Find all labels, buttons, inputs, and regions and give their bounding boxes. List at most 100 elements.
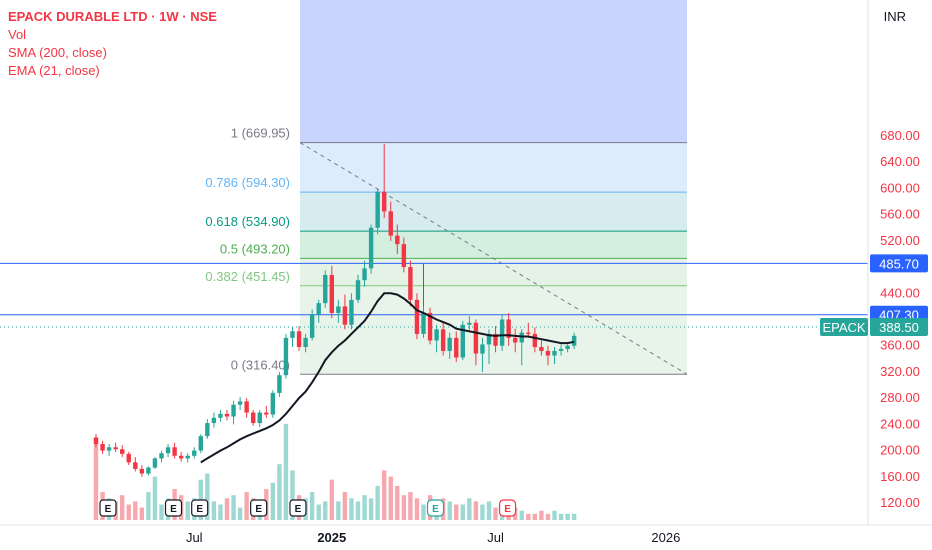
fib-trend-line xyxy=(299,142,688,375)
candle-body xyxy=(218,413,223,418)
fib-level-label: 0.5 (493.20) xyxy=(220,241,290,256)
candle-body xyxy=(526,332,531,334)
currency-label[interactable]: INR xyxy=(883,9,906,24)
earnings-marker[interactable]: E xyxy=(191,499,209,517)
candle-body xyxy=(270,392,276,415)
volume-bar xyxy=(368,498,374,520)
volume-bar xyxy=(388,476,393,520)
candle-body xyxy=(362,268,367,281)
candle-body xyxy=(113,447,118,450)
volume-bar xyxy=(270,482,276,520)
volume-bar xyxy=(532,513,538,520)
earnings-marker-label: E xyxy=(170,504,177,515)
symbol-tag-text: EPACK xyxy=(822,320,865,335)
candle-body xyxy=(192,450,197,456)
candle-body xyxy=(264,412,269,415)
time-tick-label: 2026 xyxy=(651,530,680,545)
candle-body xyxy=(565,345,570,349)
candle-body xyxy=(440,329,446,351)
candle-body xyxy=(100,444,105,451)
candle-body xyxy=(251,412,256,424)
candle-body xyxy=(336,306,341,313)
candle-body xyxy=(467,322,472,325)
price-axis[interactable]: 680.00640.00600.00560.00520.00480.00440.… xyxy=(820,0,932,550)
price-tick-label: 640.00 xyxy=(880,154,920,169)
symbol-title[interactable]: EPACK DURABLE LTD · 1W · NSE xyxy=(8,9,217,24)
indicator-volume[interactable]: Vol xyxy=(8,27,27,42)
candle-body xyxy=(434,329,439,341)
candle-body xyxy=(532,333,538,348)
earnings-marker-label: E xyxy=(255,504,262,515)
volume-bar xyxy=(545,513,551,520)
hline-price-tag-text: 485.70 xyxy=(879,256,919,271)
candle-body xyxy=(165,447,171,454)
earnings-marker[interactable]: E xyxy=(250,499,268,517)
candle-body xyxy=(473,322,479,354)
candle-body xyxy=(237,401,243,405)
candle-body xyxy=(401,244,407,268)
candle-body xyxy=(519,332,524,343)
price-tick-label: 680.00 xyxy=(880,128,920,143)
volume-bar xyxy=(244,492,249,520)
candle-body xyxy=(355,280,361,300)
candle-body xyxy=(447,337,452,351)
volume-bar xyxy=(552,510,557,520)
volume-bar xyxy=(519,510,524,520)
fib-retracement[interactable]: 1 (669.95) 0.786 (594.30) 0.618 (534.90) 0.… xyxy=(205,0,688,375)
candle-body xyxy=(486,333,492,345)
volume-bar xyxy=(454,504,459,520)
volume-bar xyxy=(290,470,295,520)
last-price-tag-text: 388.50 xyxy=(879,320,919,335)
price-tick-label: 520.00 xyxy=(880,233,920,248)
candle-body xyxy=(329,274,334,313)
price-tick-label: 440.00 xyxy=(880,285,920,300)
price-tick-label: 320.00 xyxy=(880,364,920,379)
volume-bar xyxy=(526,513,531,520)
earnings-marker-label: E xyxy=(432,504,439,515)
candle-body xyxy=(506,319,511,338)
fib-top-zone xyxy=(300,0,687,143)
volume-bar xyxy=(139,507,145,520)
hlines xyxy=(0,262,868,328)
earnings-marker-label: E xyxy=(504,504,511,515)
candle-body xyxy=(139,468,145,474)
candle-body xyxy=(342,306,348,325)
volume-bar xyxy=(382,470,387,520)
volume-bar xyxy=(93,439,99,520)
volume-bar xyxy=(211,501,217,520)
candle-body xyxy=(493,333,498,346)
volume-bar xyxy=(283,423,289,520)
candle-body xyxy=(552,350,557,356)
fib-zone xyxy=(300,231,687,259)
candle-body xyxy=(126,453,131,463)
price-tick-label: 120.00 xyxy=(880,495,920,510)
volume-bar xyxy=(133,501,138,520)
indicator-ema[interactable]: EMA (21, close) xyxy=(8,63,100,78)
earnings-marker[interactable]: E xyxy=(164,499,183,517)
time-axis[interactable]: Jul 2025 Jul 2026 xyxy=(0,524,932,545)
volume-bar xyxy=(565,513,570,520)
volume-bar xyxy=(329,479,334,520)
earnings-marker[interactable]: E xyxy=(289,499,307,517)
indicator-sma[interactable]: SMA (200, close) xyxy=(8,45,107,60)
earnings-marker-badge xyxy=(99,499,117,517)
candle-body xyxy=(159,453,164,459)
candle-body xyxy=(152,458,158,468)
earnings-marker[interactable]: E xyxy=(426,499,445,517)
fib-zone xyxy=(300,142,687,193)
volume-bar xyxy=(316,504,321,520)
earnings-marker[interactable]: E xyxy=(99,499,117,517)
volume-bar xyxy=(414,498,420,520)
earnings-marker[interactable]: E xyxy=(498,499,517,517)
candle-body xyxy=(382,191,387,212)
volume-bar xyxy=(473,501,479,520)
volume-bar xyxy=(218,504,223,520)
earnings-marker-label: E xyxy=(105,504,112,515)
volume-bar xyxy=(421,504,426,520)
candle-body xyxy=(316,303,321,315)
ema-line xyxy=(200,292,575,464)
candle-body xyxy=(185,455,190,459)
candle-body xyxy=(224,413,230,417)
